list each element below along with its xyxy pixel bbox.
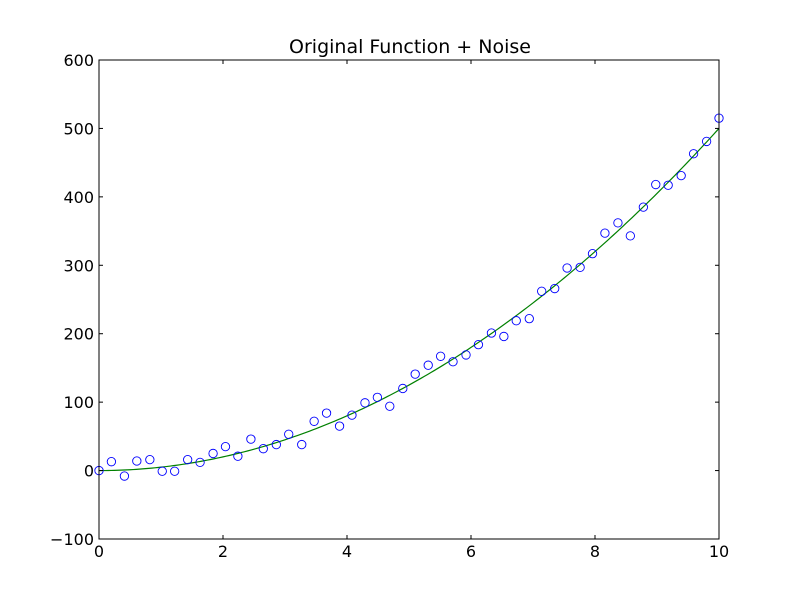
data-point bbox=[473, 340, 484, 350]
data-point bbox=[145, 454, 155, 465]
data-point bbox=[246, 434, 256, 444]
data-point bbox=[385, 401, 395, 411]
data-point bbox=[334, 421, 345, 431]
data-point bbox=[663, 180, 673, 190]
x-tick-label: 10 bbox=[709, 542, 729, 561]
data-point bbox=[258, 444, 268, 454]
data-point bbox=[435, 351, 446, 361]
y-tick-label: 200 bbox=[63, 325, 94, 344]
data-point bbox=[208, 448, 218, 459]
data-point bbox=[398, 383, 408, 394]
data-point bbox=[486, 328, 497, 338]
y-tick-label: 600 bbox=[63, 51, 94, 70]
x-tick-label: 2 bbox=[218, 542, 228, 561]
data-point bbox=[461, 350, 471, 360]
data-point bbox=[524, 314, 534, 324]
x-tick-label: 6 bbox=[466, 542, 476, 561]
data-point bbox=[499, 331, 509, 342]
data-point bbox=[651, 179, 661, 190]
data-point bbox=[410, 369, 420, 379]
data-point bbox=[575, 262, 585, 272]
y-tick-label: 100 bbox=[63, 393, 94, 412]
data-point bbox=[106, 457, 117, 467]
data-point bbox=[676, 170, 686, 181]
data-point bbox=[195, 457, 205, 468]
data-point bbox=[701, 136, 712, 147]
data-point bbox=[132, 456, 142, 466]
data-point bbox=[625, 231, 635, 241]
plot-area bbox=[99, 128, 719, 472]
data-point bbox=[638, 202, 649, 212]
data-point bbox=[360, 398, 370, 408]
fit-line bbox=[99, 128, 719, 472]
data-point bbox=[613, 218, 623, 228]
data-point bbox=[220, 441, 231, 452]
data-point bbox=[271, 439, 281, 450]
data-point bbox=[600, 228, 610, 238]
data-point bbox=[183, 454, 193, 465]
data-point bbox=[119, 471, 130, 481]
data-point bbox=[448, 357, 458, 367]
data-point bbox=[169, 466, 180, 476]
data-point bbox=[233, 451, 243, 461]
data-point bbox=[537, 286, 547, 296]
y-tick-label: 300 bbox=[63, 256, 94, 275]
y-tick-label: 400 bbox=[63, 188, 94, 207]
data-point bbox=[587, 248, 598, 259]
data-point bbox=[284, 429, 294, 439]
chart-title: Original Function + Noise bbox=[289, 36, 531, 58]
data-point bbox=[321, 408, 332, 418]
data-point bbox=[297, 439, 307, 450]
data-markers bbox=[94, 113, 724, 481]
data-point bbox=[688, 149, 699, 159]
data-point bbox=[309, 416, 319, 426]
data-point bbox=[423, 360, 433, 370]
x-tick-label: 8 bbox=[590, 542, 600, 561]
x-tick-label: 4 bbox=[342, 542, 352, 561]
data-point bbox=[372, 392, 383, 402]
y-tick-label: 500 bbox=[63, 119, 94, 138]
x-tick-label: 0 bbox=[94, 542, 104, 561]
data-point bbox=[562, 263, 572, 273]
data-point bbox=[157, 466, 167, 476]
data-point bbox=[550, 283, 560, 294]
y-tick-label: −100 bbox=[50, 530, 94, 549]
y-tick-label: 0 bbox=[84, 462, 94, 481]
axes-frame bbox=[98, 59, 720, 540]
data-point bbox=[347, 410, 357, 420]
data-point bbox=[511, 316, 521, 326]
